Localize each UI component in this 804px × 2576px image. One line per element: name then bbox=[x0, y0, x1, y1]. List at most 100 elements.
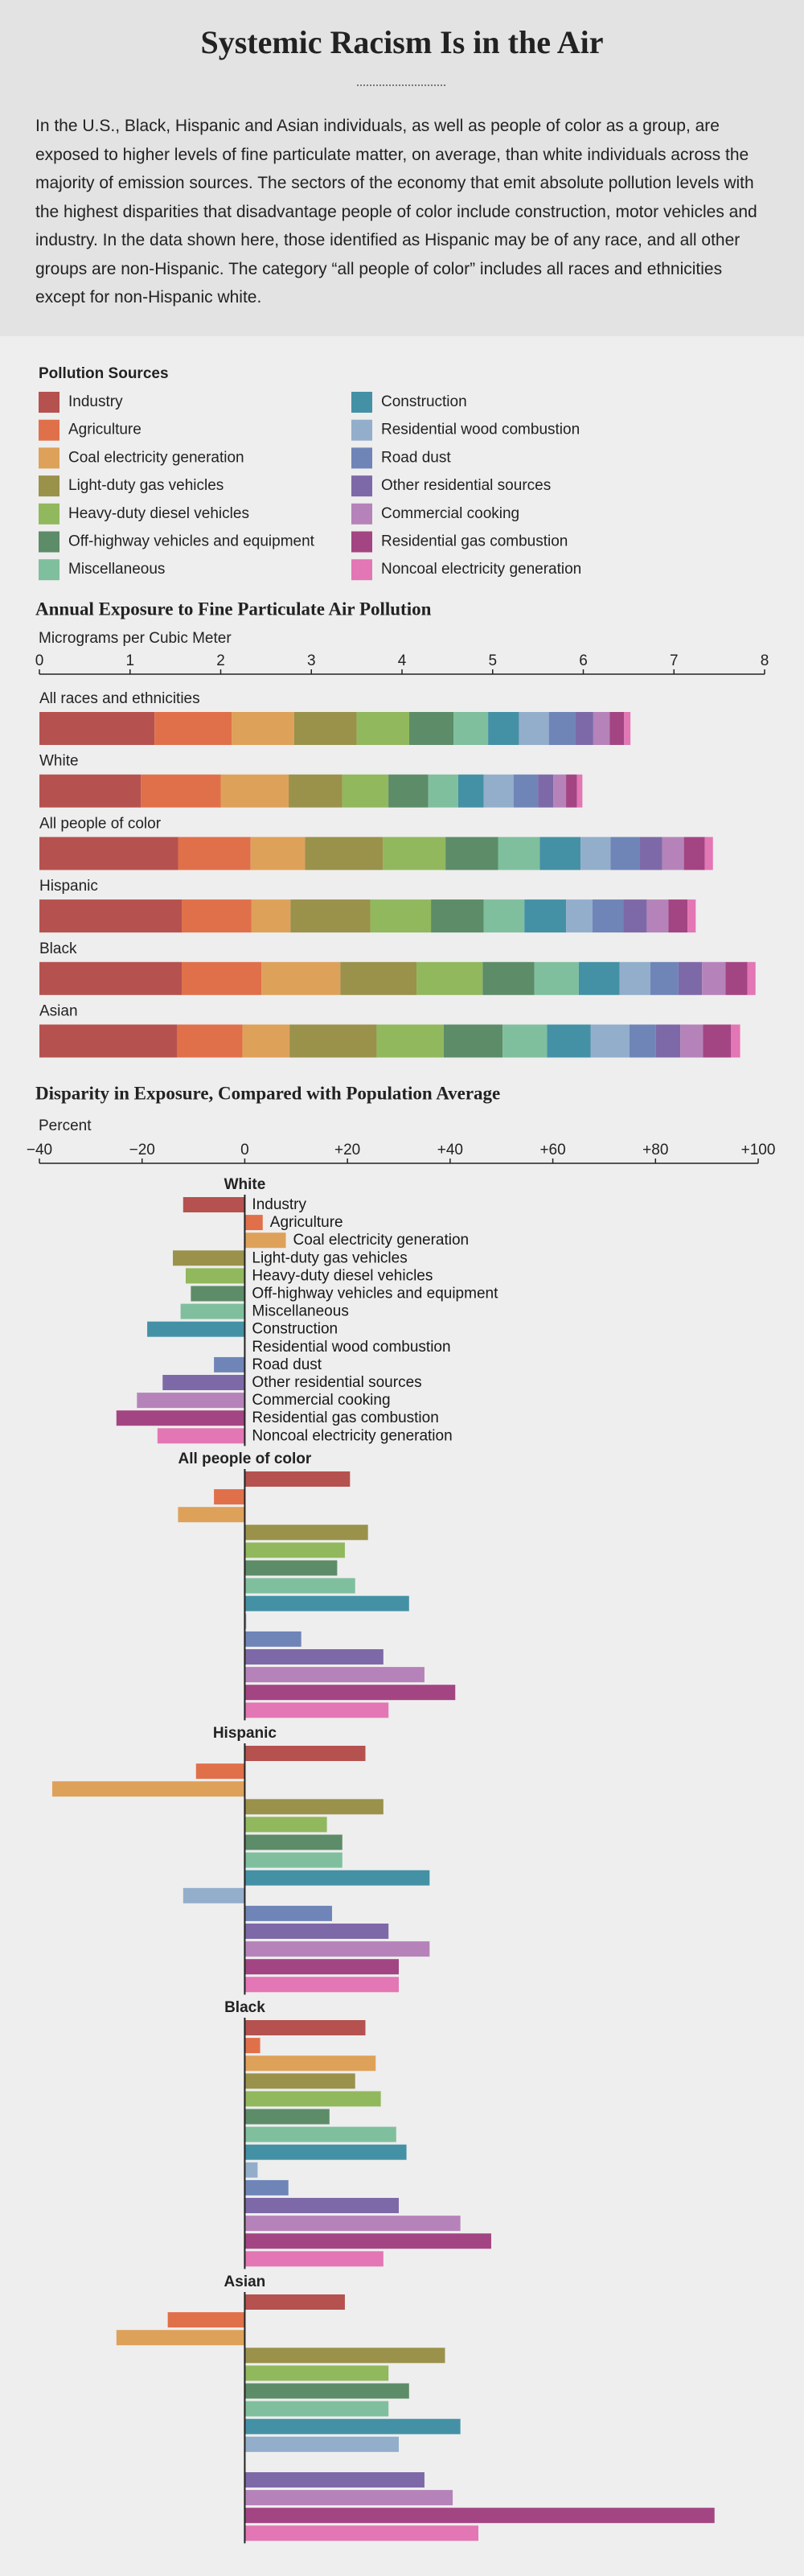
bar bbox=[167, 2312, 245, 2328]
bar-segment bbox=[655, 1024, 681, 1058]
bar-segment bbox=[619, 961, 650, 995]
bar bbox=[244, 2251, 384, 2267]
bar bbox=[244, 2091, 381, 2107]
bar-segment bbox=[232, 712, 294, 745]
bar-segment bbox=[457, 774, 484, 808]
bar-segment bbox=[453, 712, 489, 745]
bar bbox=[244, 1667, 425, 1683]
bar-segment bbox=[610, 837, 640, 870]
group-label: Hispanic bbox=[213, 1725, 277, 1742]
source-label: Other residential sources bbox=[252, 1374, 421, 1391]
bar bbox=[183, 1197, 245, 1212]
legend-label: Off-highway vehicles and equipment bbox=[68, 533, 315, 550]
legend-swatch bbox=[351, 419, 372, 441]
bar-segment bbox=[293, 712, 357, 745]
bar bbox=[244, 1685, 456, 1701]
bar-segment bbox=[578, 961, 620, 995]
bar-segment bbox=[553, 774, 567, 808]
bar bbox=[244, 2162, 258, 2178]
bar bbox=[244, 2436, 399, 2452]
category-label: All people of color bbox=[39, 815, 162, 832]
category-label: Asian bbox=[39, 1003, 78, 1020]
bar bbox=[244, 1817, 327, 1833]
bar-segment bbox=[703, 1024, 732, 1058]
bar bbox=[244, 1834, 343, 1850]
bar bbox=[185, 1268, 245, 1284]
bar-segment bbox=[356, 712, 410, 745]
bar-segment bbox=[220, 774, 289, 808]
x-tick-label: 5 bbox=[488, 652, 497, 669]
source-label: Residential wood combustion bbox=[252, 1339, 450, 1356]
bar bbox=[162, 1375, 245, 1390]
bar bbox=[244, 1959, 399, 1975]
bar bbox=[116, 2330, 245, 2346]
x-tick-label: 8 bbox=[761, 652, 769, 669]
bar-segment bbox=[639, 837, 662, 870]
bar bbox=[244, 1852, 343, 1868]
bar-segment bbox=[593, 712, 610, 745]
bar-segment bbox=[662, 837, 684, 870]
bar-segment bbox=[687, 899, 696, 933]
bar-segment bbox=[538, 774, 554, 808]
axis-label: Micrograms per Cubic Meter bbox=[39, 630, 232, 647]
bar-segment bbox=[566, 774, 577, 808]
page-title: Systemic Racism Is in the Air bbox=[200, 24, 603, 60]
bar bbox=[116, 1410, 245, 1426]
legend-swatch bbox=[351, 559, 372, 581]
legend-swatch bbox=[351, 447, 372, 469]
bar-segment bbox=[580, 837, 611, 870]
bar bbox=[244, 1702, 389, 1718]
legend-title: Pollution Sources bbox=[39, 365, 169, 382]
bar-segment bbox=[289, 774, 343, 808]
bar bbox=[244, 2294, 345, 2310]
bar-segment bbox=[548, 712, 576, 745]
x-tick-label: −40 bbox=[27, 1142, 52, 1158]
bar bbox=[195, 1763, 245, 1780]
bar-segment bbox=[678, 961, 703, 995]
bar-segment bbox=[513, 774, 539, 808]
x-tick-label: 2 bbox=[216, 652, 225, 669]
bar-segment bbox=[242, 1024, 290, 1058]
bar bbox=[244, 1578, 355, 1594]
x-tick-label: +60 bbox=[539, 1142, 565, 1158]
bar-segment bbox=[261, 961, 341, 995]
bar-segment bbox=[503, 1024, 548, 1058]
x-tick-label: +40 bbox=[437, 1142, 463, 1158]
bar bbox=[183, 1887, 245, 1903]
bar-segment bbox=[482, 961, 535, 995]
x-tick-label: 0 bbox=[240, 1142, 249, 1158]
bar-segment bbox=[39, 712, 155, 745]
bar bbox=[191, 1286, 245, 1302]
bar-segment bbox=[340, 961, 417, 995]
bar bbox=[51, 1781, 245, 1797]
bar-segment bbox=[290, 899, 371, 933]
legend-swatch bbox=[39, 503, 59, 525]
bar bbox=[244, 1977, 399, 1993]
bar-segment bbox=[747, 961, 756, 995]
bar-segment bbox=[289, 1024, 377, 1058]
legend-swatch bbox=[351, 392, 372, 413]
source-label: Off-highway vehicles and equipment bbox=[252, 1286, 498, 1302]
bar-segment bbox=[534, 961, 579, 995]
bar-segment bbox=[683, 837, 705, 870]
bar-segment bbox=[590, 1024, 630, 1058]
legend-label: Noncoal electricity generation bbox=[381, 561, 581, 578]
source-label: Road dust bbox=[252, 1356, 322, 1373]
chart-title: Annual Exposure to Fine Particulate Air … bbox=[35, 599, 432, 619]
bar-segment bbox=[39, 837, 178, 870]
x-tick-label: 4 bbox=[398, 652, 407, 669]
bar bbox=[244, 2383, 409, 2399]
bar-segment bbox=[178, 837, 251, 870]
legend-swatch bbox=[351, 531, 372, 553]
legend-swatch bbox=[351, 475, 372, 497]
bar-segment bbox=[483, 899, 525, 933]
bar bbox=[244, 1941, 430, 1957]
bar bbox=[244, 2472, 425, 2488]
x-tick-label: 7 bbox=[670, 652, 679, 669]
legend-label: Residential gas combustion bbox=[381, 533, 568, 550]
bar bbox=[180, 1303, 245, 1319]
bar-segment bbox=[566, 899, 593, 933]
source-label: Agriculture bbox=[270, 1214, 343, 1231]
bar-segment bbox=[443, 1024, 503, 1058]
